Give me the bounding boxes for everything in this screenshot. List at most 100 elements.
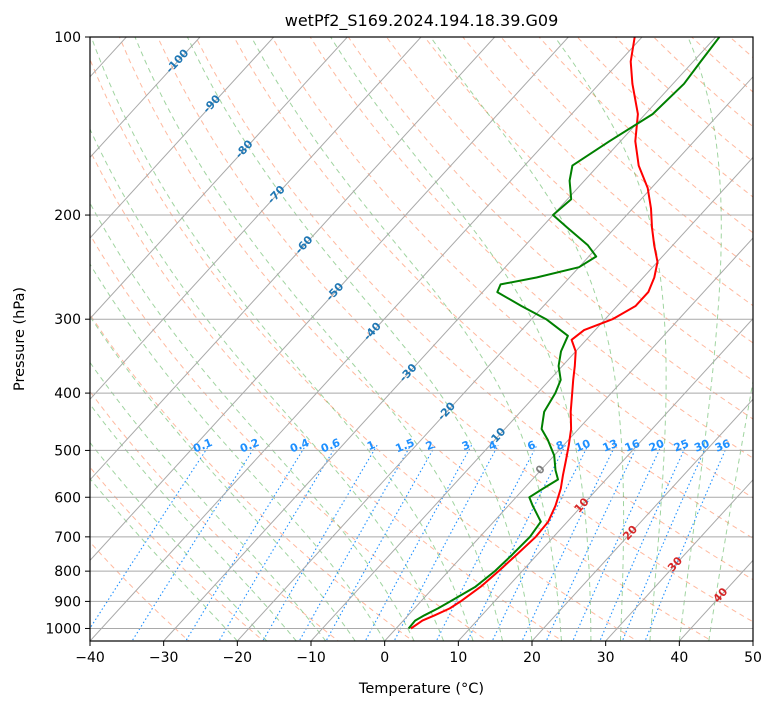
mixing-ratio-label: 8	[554, 438, 566, 453]
y-tick-label: 400	[54, 386, 81, 402]
mixing-ratio-line	[131, 444, 257, 641]
isotherm-line	[90, 37, 570, 562]
mixing-ratio-label: 1	[365, 438, 377, 453]
moist-adiabat	[330, 37, 592, 641]
y-tick-label: 900	[54, 594, 81, 610]
mixing-ratio-line	[218, 444, 338, 641]
mixing-ratio-line	[185, 444, 307, 641]
dry-adiabat	[309, 37, 753, 459]
dry-adiabat	[462, 37, 753, 307]
moist-adiabat	[250, 37, 562, 641]
dry-adiabat	[157, 37, 753, 623]
y-tick-label: 500	[54, 443, 81, 459]
isotherm-line	[457, 317, 753, 641]
y-tick-label: 700	[54, 530, 81, 546]
moist-adiabat	[90, 477, 238, 641]
moist-adiabat	[90, 441, 268, 641]
x-axis-label: Temperature (°C)	[358, 681, 484, 697]
y-tick-label: 1000	[45, 621, 81, 637]
isotherm-line	[752, 640, 753, 641]
dry-adiabat	[424, 37, 753, 344]
x-tick-label: −30	[149, 650, 179, 666]
mixing-ratio-label: 1.5	[393, 436, 416, 455]
isotherm-line	[383, 237, 753, 641]
isotherm-grid	[90, 37, 753, 641]
pressure-grid	[90, 37, 753, 629]
mixing-ratio-line	[644, 444, 728, 641]
mixing-ratio-label: 0.6	[319, 436, 342, 455]
isotherm-line	[90, 37, 349, 320]
mixing-ratio-label: 36	[713, 437, 732, 455]
y-tick-label: 800	[54, 564, 81, 580]
mixing-ratio-line	[90, 444, 210, 630]
profiles	[407, 37, 721, 630]
dry-adiabat	[538, 37, 753, 234]
mixing-ratio-label: 30	[692, 437, 711, 455]
moist-adiabat	[90, 361, 327, 641]
dry-adiabat	[576, 37, 753, 198]
dry-adiabat	[195, 37, 753, 581]
dry-adiabat	[90, 541, 190, 641]
y-tick-label: 200	[54, 208, 81, 224]
dry-adiabat	[386, 37, 753, 382]
mixing-ratio-label: 16	[623, 437, 642, 455]
moist-adiabat	[90, 127, 445, 641]
x-tick-label: 30	[597, 650, 615, 666]
mixing-ratio-line	[572, 444, 663, 641]
moist-adiabat	[708, 378, 753, 641]
y-tick-label: 600	[54, 490, 81, 506]
isotherm-line	[604, 479, 753, 641]
y-tick-label: 300	[54, 312, 81, 328]
x-tick-label: 50	[744, 650, 762, 666]
x-tick-label: 40	[670, 650, 688, 666]
x-tick-label: 0	[380, 650, 389, 666]
dry-adiabat	[347, 37, 753, 420]
line-labels: -100-90-80-70-60-50-40-30-20-10010203040…	[163, 46, 732, 605]
isotherm-line	[236, 76, 753, 641]
x-tick-label: 10	[449, 650, 467, 666]
dry-adiabat	[90, 466, 265, 641]
plot-frame	[89, 36, 754, 642]
x-axis: −40 −30 −20 −10 0 10 20 30 40 50	[75, 641, 762, 666]
plot-area: -100-90-80-70-60-50-40-30-20-10010203040…	[90, 37, 775, 643]
mixing-ratio-label: 13	[601, 437, 620, 455]
mixing-ratio-line	[599, 444, 687, 641]
mixing-ratio-label: 25	[672, 437, 691, 455]
isotherm-line	[90, 37, 643, 641]
isotherm-line	[90, 37, 496, 481]
x-tick-label: −40	[75, 650, 105, 666]
mixing-ratio-line	[364, 444, 473, 641]
moist-adiabat	[430, 37, 625, 641]
isotherm-line	[90, 37, 275, 239]
moist-adiabat	[554, 37, 667, 641]
x-tick-label: −20	[223, 650, 253, 666]
dry-adiabat	[233, 37, 753, 539]
mixing-ratio-line	[298, 444, 412, 641]
mixing-ratio-line	[325, 444, 436, 641]
mixing-ratio-label: 0.1	[191, 436, 214, 455]
isotherm-line	[162, 37, 717, 641]
chart-title: wetPf2_S169.2024.194.18.39.G09	[285, 11, 559, 31]
moist-adiabat	[90, 315, 356, 641]
moist-adiabat	[90, 403, 297, 641]
dewpoint-profile	[407, 37, 721, 630]
dry-adiabat	[768, 37, 775, 643]
mixing-ratio-line	[262, 444, 378, 641]
isotherm-line	[310, 156, 753, 641]
moist-adiabat	[134, 37, 503, 641]
mixing-ratio-line	[545, 444, 638, 641]
mixing-ratio-label: 10	[573, 437, 592, 455]
moist-adiabat	[678, 37, 722, 641]
mixing-ratio-line	[466, 444, 566, 641]
mixing-ratio-label: 2	[424, 438, 436, 453]
temperature-profile	[410, 37, 659, 630]
mixing-ratio-label: 20	[647, 437, 666, 455]
mixing-ratio-label: 0.2	[238, 436, 261, 455]
isotherm-line	[531, 398, 753, 641]
mixing-ratio-line	[393, 444, 499, 641]
moist-adiabats	[90, 37, 753, 641]
isotherm-line	[90, 37, 201, 159]
dry-adiabat	[90, 313, 414, 641]
x-tick-label: −10	[296, 650, 326, 666]
